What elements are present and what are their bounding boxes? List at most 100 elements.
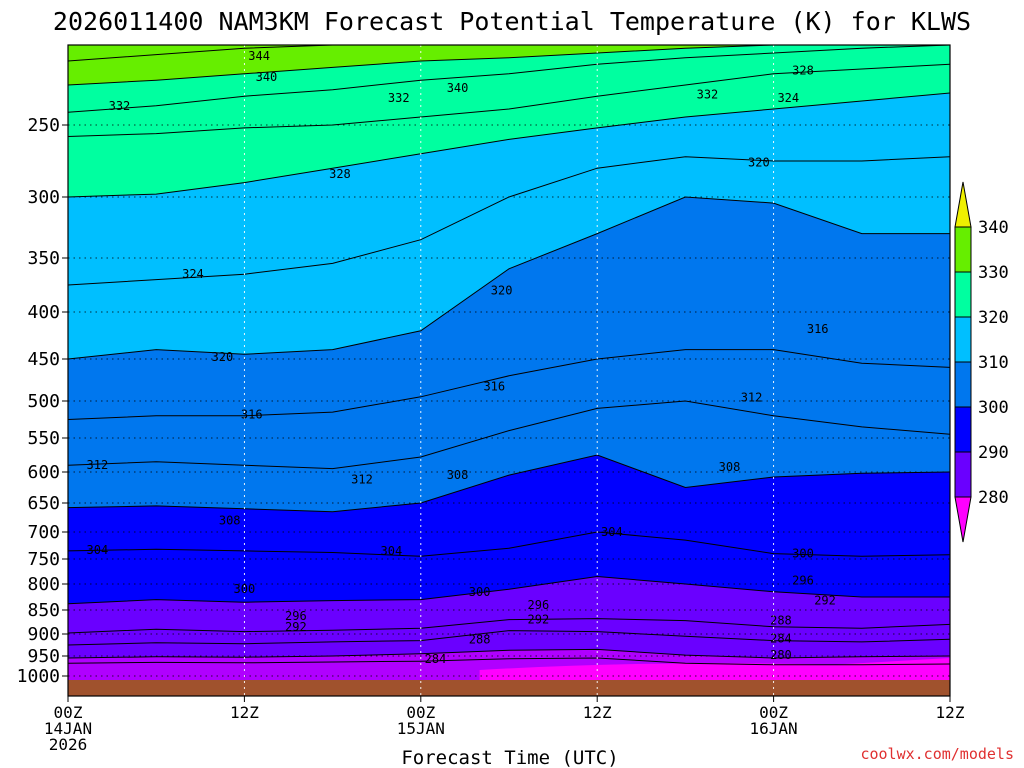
- contour-label: 332: [388, 91, 410, 105]
- y-tick-label: 300: [27, 187, 60, 208]
- contour-label: 280: [770, 648, 792, 662]
- filled-contours: [68, 45, 950, 696]
- isentrope-312: [68, 400, 950, 470]
- colorbar-label: 330: [978, 263, 1009, 283]
- isentrope-344: [68, 45, 950, 62]
- x-tick-label: 14JAN: [44, 719, 92, 738]
- colorbar-segment: [954, 316, 972, 363]
- x-tick-label: 00Z: [406, 703, 435, 722]
- contour-label: 300: [792, 547, 814, 561]
- y-tick-label: 750: [27, 549, 60, 570]
- isentrope-288: [68, 648, 950, 659]
- colorbar-label: 290: [978, 443, 1009, 463]
- isentrope-304: [68, 531, 950, 557]
- contour-label: 340: [256, 70, 278, 84]
- contour-label: 292: [528, 613, 550, 627]
- y-tick-label: 900: [27, 624, 60, 645]
- contour-lines: [68, 45, 950, 666]
- contour-label: 296: [792, 574, 814, 588]
- y-tick-label: 450: [27, 349, 60, 370]
- contour-label: 316: [241, 407, 263, 421]
- plot-frame: [67, 44, 951, 697]
- y-tick-label: 650: [27, 493, 60, 514]
- colorbar-extend-bottom: [954, 496, 972, 543]
- contour-labels: 344 340 340 332 332 332 328 324 328 320 324 320 316 3…: [87, 49, 836, 666]
- contour-label: 308: [447, 468, 469, 482]
- colorbar-label: 340: [978, 218, 1009, 238]
- y-tick-label: 600: [27, 462, 60, 483]
- contour-label: 332: [109, 99, 131, 113]
- contour-label: 332: [697, 88, 719, 102]
- y-tick-label: 850: [27, 600, 60, 621]
- terrain-block: [68, 680, 950, 696]
- colorbar-label: 300: [978, 398, 1009, 418]
- y-tick-label: 350: [27, 248, 60, 269]
- isentrope-328: [68, 92, 950, 198]
- contour-label: 292: [285, 620, 307, 634]
- plot-area: 344 340 340 332 332 332 328 324 328 320 324 320 316 3…: [68, 45, 950, 696]
- x-tick-label: 00Z: [54, 703, 83, 722]
- contour-label: 324: [777, 91, 799, 105]
- isentrope-336: [68, 45, 950, 113]
- terrain: [68, 680, 950, 696]
- y-tick-label: 500: [27, 391, 60, 412]
- contour-label: 300: [469, 585, 491, 599]
- contour-label: 328: [792, 64, 814, 78]
- contour-label: 312: [351, 472, 373, 486]
- contour-label: 284: [770, 631, 792, 645]
- y-tick-label: 800: [27, 574, 60, 595]
- colorbar-extend-top: [954, 181, 972, 228]
- contour-label: 324: [182, 267, 204, 281]
- contour-label: 320: [491, 283, 513, 297]
- x-tick-label: 12Z: [936, 703, 965, 722]
- contour-label: 344: [248, 49, 270, 63]
- y-tick-label: 550: [27, 428, 60, 449]
- isentrope-316: [68, 349, 950, 420]
- contour-label: 328: [329, 167, 351, 181]
- isentrope-308: [68, 454, 950, 513]
- colorbar-segment: [954, 406, 972, 453]
- contour-label: 296: [528, 598, 550, 612]
- contour-label: 288: [469, 632, 491, 646]
- colorbar: 340 330 320 310 300 290 280: [954, 181, 1009, 543]
- x-tick-label: 12Z: [583, 703, 612, 722]
- colorbar-label: 280: [978, 488, 1009, 508]
- contour-label: 320: [748, 155, 770, 169]
- x-tick-label: 12Z: [230, 703, 259, 722]
- isentrope-292: [68, 630, 950, 646]
- y-axis: 250 300 350 400 450 500 550 600 650 700 750 800 850 9…: [17, 115, 68, 687]
- contour-label: 300: [234, 582, 256, 596]
- contour-label: 340: [447, 81, 469, 95]
- isentrope-340: [68, 45, 950, 86]
- isentrope-296: [68, 618, 950, 634]
- chart-title: 2026011400 NAM3KM Forecast Potential Tem…: [53, 7, 971, 36]
- contour-label: 316: [807, 322, 829, 336]
- contour-label: 304: [381, 544, 403, 558]
- x-tick-label: 00Z: [759, 703, 788, 722]
- contour-label: 312: [741, 391, 763, 405]
- contour-label: 312: [87, 458, 109, 472]
- colorbar-segment: [954, 451, 972, 498]
- x-axis-label: Forecast Time (UTC): [401, 747, 618, 768]
- isentrope-320: [68, 196, 950, 360]
- colorbar-label: 310: [978, 353, 1009, 373]
- x-tick-label: 2026: [49, 735, 88, 754]
- y-tick-label: 700: [27, 522, 60, 543]
- colorbar-segment: [954, 361, 972, 408]
- contour-label: 304: [601, 525, 623, 539]
- y-tick-label: 950: [27, 646, 60, 667]
- contour-label: 288: [770, 614, 792, 628]
- isentrope-332: [68, 63, 950, 137]
- contour-label: 304: [87, 543, 109, 557]
- credit-text: coolwx.com/models: [860, 745, 1014, 763]
- contour-label: 292: [814, 594, 836, 608]
- colorbar-segment: [954, 271, 972, 318]
- contour-label: 308: [719, 460, 741, 474]
- y-tick-label: 1000: [17, 666, 60, 687]
- contour-label: 284: [425, 652, 447, 666]
- grid-lines: [68, 45, 950, 696]
- contour-label: 296: [285, 609, 307, 623]
- colorbar-label: 320: [978, 308, 1009, 328]
